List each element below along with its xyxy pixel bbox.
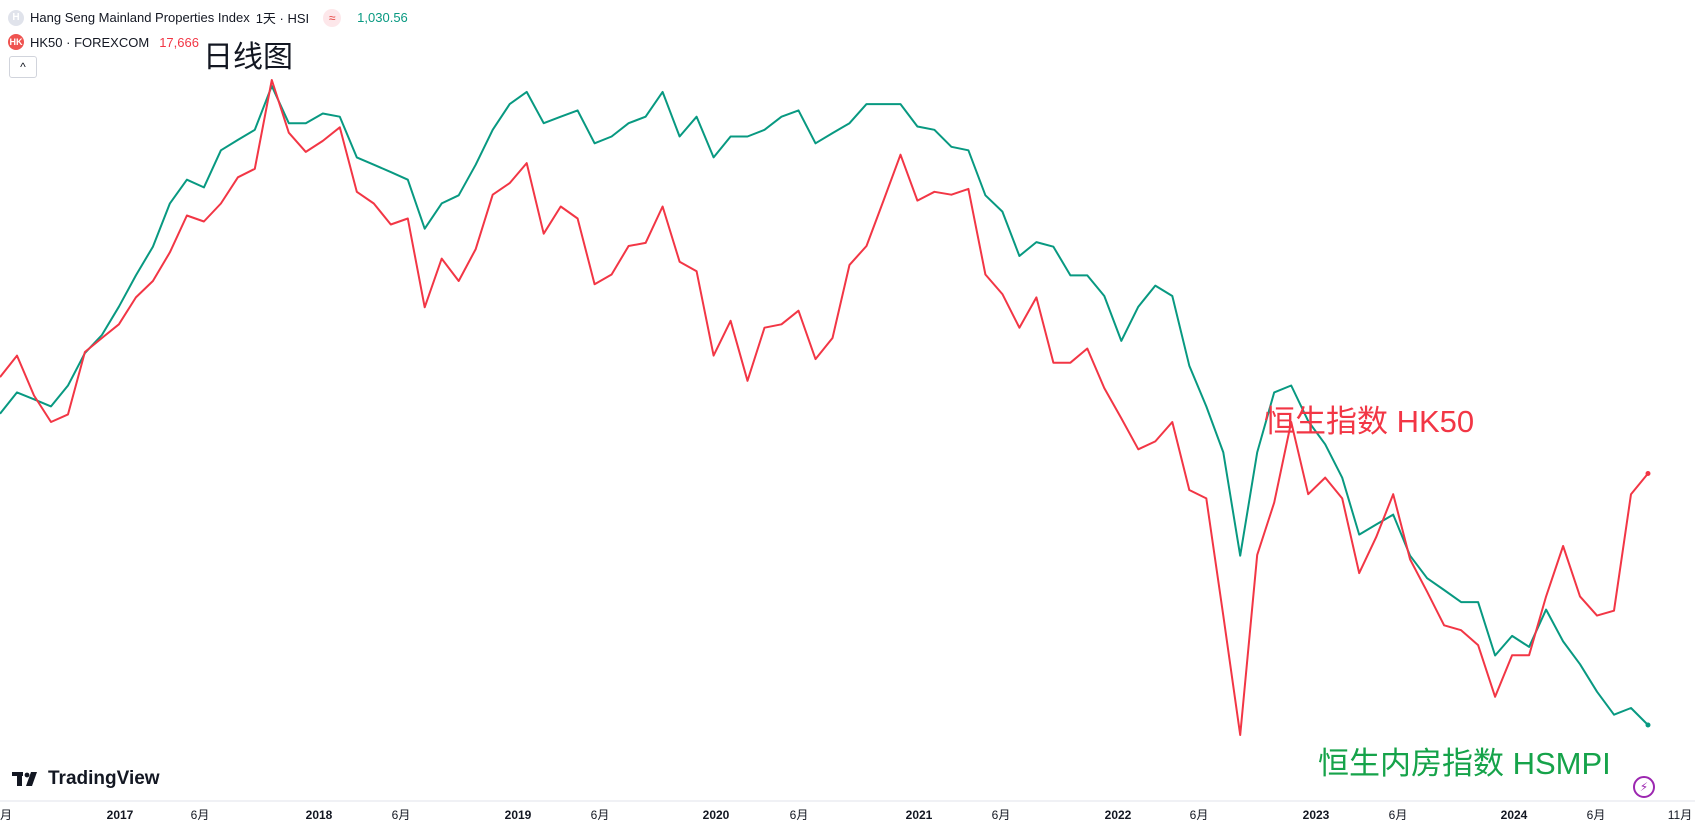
hk50-series-line[interactable] <box>0 79 1649 736</box>
main-symbol-value: 1,030.56 <box>357 10 408 25</box>
tradingview-logo[interactable]: TradingView <box>12 768 160 790</box>
x-tick-label: 6月 <box>591 808 610 822</box>
x-tick-label: 2021 <box>906 808 933 822</box>
legend-collapse-button[interactable]: ^ <box>9 56 37 78</box>
daily-chart-annotation: 日线图 <box>203 41 293 74</box>
x-tick-label: 2022 <box>1105 808 1132 822</box>
compare-symbol-value: 17,666 <box>159 34 199 50</box>
x-tick-label: 6月 <box>392 808 411 822</box>
x-tick-label: 6月 <box>790 808 809 822</box>
compare-symbol-name[interactable]: HK50 · FOREXCOM <box>30 34 150 50</box>
legend-main-row[interactable]: H Hang Seng Mainland Properties Index 1天… <box>8 8 408 27</box>
x-tick-label: 2017 <box>107 808 134 822</box>
hk-flag-icon: HK <box>8 34 24 50</box>
compare-icon[interactable]: ≈ <box>323 8 342 27</box>
x-tick-label: 6月 <box>1587 808 1606 822</box>
tradingview-logo-text: TradingView <box>48 768 160 789</box>
chevron-up-icon: ^ <box>20 60 26 74</box>
series-layer <box>0 79 1651 736</box>
main-symbol-meta: 1天 · HSI <box>255 11 310 26</box>
legend-compare-row[interactable]: HK HK50 · FOREXCOM 17,666 <box>8 34 199 50</box>
x-tick-label: 月 <box>0 808 12 822</box>
tradingview-logo-icon <box>12 772 37 786</box>
hk50-last-point <box>1645 470 1651 476</box>
x-tick-label: 2023 <box>1303 808 1330 822</box>
x-tick-label: 2018 <box>306 808 333 822</box>
hk50-annotation: 恒生指数 HK50 <box>1264 404 1475 439</box>
hsmpi-series-line[interactable] <box>0 85 1649 726</box>
lightning-icon[interactable]: ⚡ <box>1633 776 1655 798</box>
x-tick-label: 11月 <box>1668 808 1692 822</box>
x-tick-label: 2019 <box>505 808 532 822</box>
x-tick-label: 6月 <box>1389 808 1408 822</box>
x-tick-label: 6月 <box>992 808 1011 822</box>
hsmpi-annotation: 恒生内房指数 HSMPI <box>1318 746 1611 781</box>
x-tick-label: 2020 <box>703 808 730 822</box>
hsmpi-last-point <box>1645 722 1651 728</box>
x-tick-label: 6月 <box>191 808 210 822</box>
symbol-logo-icon: H <box>8 9 24 26</box>
main-symbol-name[interactable]: Hang Seng Mainland Properties Index <box>30 10 250 25</box>
time-axis[interactable]: 月 2017 6月 2018 6月 2019 6月 2020 6月 2021 6月 2022 6月 202… <box>0 808 1692 822</box>
x-tick-label: 6月 <box>1190 808 1209 822</box>
x-tick-label: 2024 <box>1501 808 1528 822</box>
